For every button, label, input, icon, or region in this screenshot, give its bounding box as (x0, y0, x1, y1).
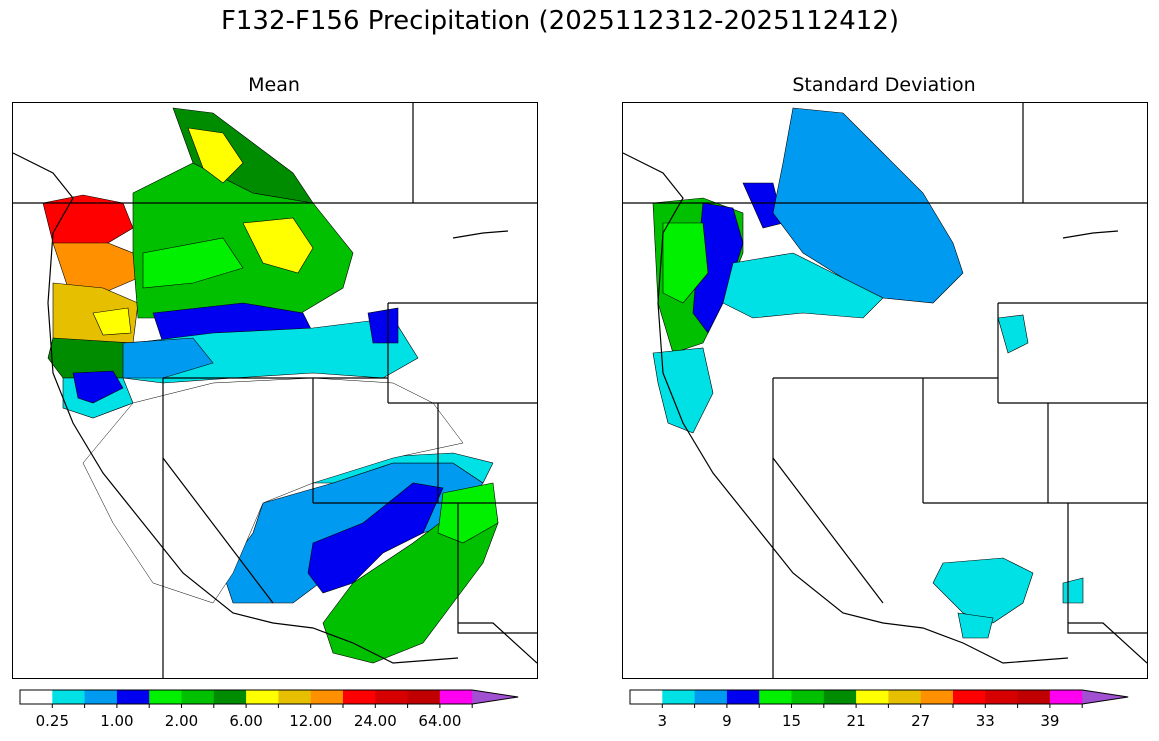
figure-title: F132-F156 Precipitation (2025112312-2025… (220, 6, 900, 36)
stddev-colorbar-svg (629, 689, 1129, 708)
mean-colorbar (19, 689, 530, 708)
stddev-colorbar-outline (629, 689, 1129, 705)
mean-panel-title: Mean (248, 74, 300, 96)
mean-colorbar-tick-label: 64.00 (418, 712, 462, 730)
mean-colorbar-swatch (343, 690, 376, 704)
nm-east-cyan (1062, 577, 1084, 604)
stddev-colorbar-tick-label: 39 (1040, 712, 1060, 730)
light-blue-north (122, 337, 214, 379)
mean-colorbar-swatch (310, 690, 344, 704)
mean-colorbar-svg (19, 689, 519, 708)
stddev-colorbar-swatch (920, 690, 954, 704)
stddev-colorbar-swatch (726, 690, 760, 704)
stddev-colorbar-swatch (1049, 690, 1083, 704)
stddev-colorbar-swatch (985, 690, 1018, 704)
mean-colorbar-tick-label: 12.00 (289, 712, 333, 730)
mean-colorbar-tick-label: 1.00 (100, 712, 134, 730)
rockies-cyan (722, 252, 884, 319)
rockies-lightblue (772, 107, 964, 304)
mean-colorbar-swatch (116, 690, 150, 704)
stddev-colorbar-tick-label: 33 (975, 712, 995, 730)
mean-colorbar-outline (19, 689, 519, 705)
montana-yellow (242, 217, 314, 274)
mean-colorbar-extend-arrow (472, 690, 519, 704)
mean-colorbar-tick-label: 6.00 (229, 712, 263, 730)
stddev-colorbar-tick-label: 9 (722, 712, 732, 730)
mean-colorbar-swatch (149, 690, 182, 704)
stddev-colorbar-swatch (630, 690, 663, 704)
mean-colorbar-swatch (246, 690, 279, 704)
stddev-colorbar-swatch (888, 690, 922, 704)
stddev-colorbar (629, 689, 1140, 708)
mean-map-borders (13, 103, 537, 678)
stddev-colorbar-swatch (823, 690, 857, 704)
stddev-colorbar-swatch (759, 690, 792, 704)
bc-yellow (187, 127, 244, 184)
stddev-colorbar-swatch (662, 690, 695, 704)
mean-colorbar-swatch (213, 690, 247, 704)
mean-colorbar-swatch (84, 690, 118, 704)
mean-colorbar-swatch (375, 690, 408, 704)
utah-blue-patch (367, 307, 399, 344)
mean-colorbar-swatch (278, 690, 312, 704)
cascades-yellow (92, 307, 132, 336)
mean-colorbar-swatch (439, 690, 473, 704)
stddev-map (622, 102, 1148, 679)
stddev-colorbar-extend-arrow (1082, 690, 1129, 704)
newmexico-brightgreen (437, 482, 499, 544)
stddev-map-borders (623, 103, 1147, 678)
stddev-colorbar-tick-label: 3 (657, 712, 668, 730)
wa-brightgreen (662, 222, 709, 304)
mean-colorbar-tick-label: 0.25 (35, 712, 69, 730)
mean-colorbar-tick-label: 2.00 (164, 712, 199, 730)
stddev-colorbar-tick-label: 27 (911, 712, 931, 730)
stddev-colorbar-swatch (1017, 690, 1051, 704)
oregon-cyan (652, 347, 714, 434)
bright-green-band (142, 237, 244, 289)
stddev-panel-title: Standard Deviation (792, 74, 976, 96)
stddev-colorbar-swatch (791, 690, 825, 704)
coast-blue (72, 370, 124, 404)
mean-map-fills (42, 107, 499, 664)
mean-colorbar-tick-label: 24.00 (353, 712, 397, 730)
stddev-colorbar-tick-label: 21 (846, 712, 866, 730)
mean-colorbar-swatch (20, 690, 53, 704)
stddev-colorbar-tick-label: 15 (781, 712, 802, 730)
newmexico-cyan (932, 557, 1034, 624)
stddev-colorbar-swatch (694, 690, 728, 704)
mean-colorbar-swatch (52, 690, 85, 704)
utah-cyan (997, 314, 1029, 354)
mean-colorbar-swatch (407, 690, 441, 704)
stddev-colorbar-swatch (856, 690, 889, 704)
mean-map (12, 102, 538, 679)
stddev-colorbar-swatch (953, 690, 986, 704)
stddev-map-fills (652, 107, 1084, 639)
az-cyan (957, 612, 994, 639)
mean-colorbar-swatch (181, 690, 215, 704)
